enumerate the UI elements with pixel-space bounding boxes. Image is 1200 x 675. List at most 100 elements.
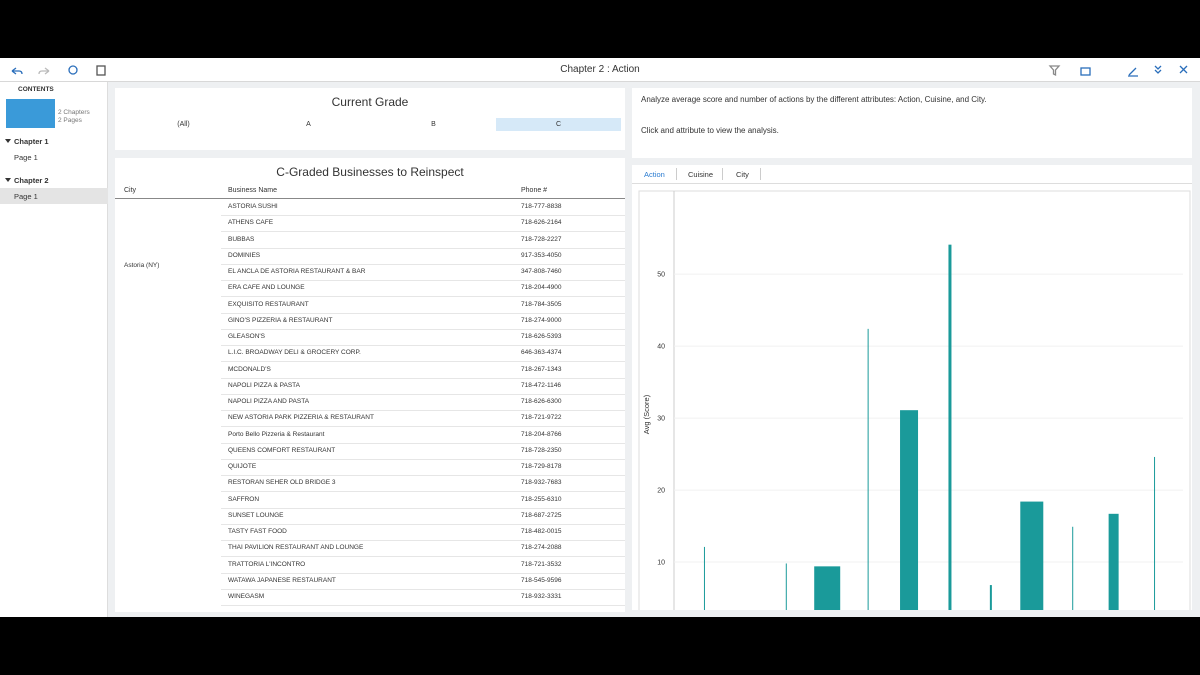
share[interactable]: [1080, 67, 1091, 76]
bar: [1020, 501, 1044, 610]
name-cell: EXQUISITO RESTAURANT: [228, 300, 309, 308]
header-rule: [115, 198, 625, 199]
name-cell: NEW ASTORIA PARK PIZZERIA & RESTAURANT: [228, 414, 374, 422]
toolbar: Chapter 2 : Action: [0, 58, 1200, 82]
name-cell: MCDONALD'S: [228, 365, 271, 373]
row-rule: [221, 556, 625, 558]
page-title: Chapter 2 : Action: [560, 64, 640, 75]
phone-cell: 718-626-2164: [521, 219, 562, 227]
phone-cell: 718-274-2088: [521, 544, 562, 552]
row-rule: [221, 491, 625, 493]
row-rule: [221, 247, 625, 249]
name-cell: NAPOLI PIZZA AND PASTA: [228, 398, 310, 405]
bar: [948, 244, 952, 610]
plot-frame: [638, 190, 1191, 610]
tab-divider: [676, 168, 677, 180]
row-rule: [221, 507, 625, 509]
name-cell: QUIJOTE: [228, 463, 257, 470]
grade-option[interactable]: (All): [177, 121, 190, 128]
name-cell: QUEENS COMFORT RESTAURANT: [228, 446, 336, 454]
row-rule: [221, 410, 625, 411]
phone-cell: 718-784-3505: [521, 300, 562, 308]
chapter-title[interactable]: Chapter 1: [14, 137, 49, 146]
tab[interactable]: Action: [644, 170, 665, 179]
tab[interactable]: Cuisine: [688, 170, 714, 179]
phone-cell: 718-728-2227: [521, 235, 562, 243]
name-cell: EL ANCLA DE ASTORIA RESTAURANT & BAR: [228, 268, 366, 275]
name-cell: TASTY FAST FOOD: [228, 528, 287, 535]
row-rule: [221, 312, 625, 314]
column-header[interactable]: City: [124, 187, 137, 194]
name-cell: RESTORAN SEHER OLD BRIDGE 3: [228, 479, 336, 487]
phone-cell: 718-482-0015: [521, 528, 562, 535]
phone-cell: 718-255-6310: [521, 495, 562, 503]
grade-filter: Current Grade (All) A B C: [115, 88, 625, 150]
filter[interactable]: [1048, 65, 1061, 77]
name-cell: Porto Bello Pizzeria & Restaurant: [228, 430, 325, 438]
summary: 2 Chapters 2 Pages: [58, 109, 90, 125]
row-rule: [221, 458, 625, 460]
edit[interactable]: [1128, 67, 1138, 77]
name-cell: GLEASON'S: [228, 333, 266, 340]
row-rule: [221, 377, 625, 379]
row-rule: [221, 588, 625, 590]
row-rule: [221, 215, 625, 216]
grade-option[interactable]: C: [496, 118, 621, 131]
name-cell: GINO'S PIZZERIA & RESTAURANT: [228, 316, 333, 324]
y-tick-label: 10: [657, 560, 665, 567]
y-tick-label: 30: [657, 416, 665, 423]
thumbnail[interactable]: [6, 99, 55, 128]
phone-cell: 718-932-3331: [521, 593, 562, 600]
redo[interactable]: [38, 67, 50, 75]
bar: [1154, 456, 1156, 610]
row-rule: [221, 426, 625, 428]
toc[interactable]: [96, 65, 106, 76]
description: Analyze average score and number of acti…: [632, 88, 1192, 158]
close[interactable]: [1179, 65, 1188, 74]
bar: [900, 410, 919, 610]
refresh[interactable]: [68, 65, 78, 75]
name-cell: WINEGASM: [228, 593, 265, 600]
grade-option[interactable]: B: [431, 121, 436, 128]
phone-cell: 718-472-1146: [521, 381, 561, 389]
bar: [814, 566, 841, 610]
table-title: C-Graded Businesses to Reinspect: [276, 165, 464, 179]
phone-cell: 718-626-5393: [521, 333, 562, 340]
phone-cell: 718-687-2725: [521, 511, 562, 519]
undo[interactable]: [11, 67, 23, 75]
name-cell: SUNSET LOUNGE: [228, 511, 284, 519]
page-item[interactable]: Page 1: [14, 192, 38, 201]
tab-rule: [632, 183, 1192, 184]
phone-cell: 347-808-7460: [521, 268, 562, 275]
row-rule: [221, 296, 625, 298]
name-cell: ERA CAFE AND LOUNGE: [228, 284, 305, 292]
phone-cell: 718-626-6300: [521, 398, 562, 405]
bar: [785, 563, 787, 610]
phone-cell: 718-204-4900: [521, 284, 562, 292]
row-rule: [221, 231, 625, 233]
table-panel: C-Graded Businesses to Reinspect City Bus…: [115, 158, 625, 612]
summary-line: 2 Chapters: [58, 109, 90, 116]
city-cell: Astoria (NY): [124, 262, 160, 269]
grade-option[interactable]: A: [306, 121, 311, 128]
name-cell: L.I.C. BROADWAY DELI & GROCERY CORP.: [228, 349, 361, 357]
row-rule: [221, 393, 625, 395]
phone-cell: 718-721-9722: [521, 414, 562, 422]
toolbar-icons: [11, 65, 1188, 77]
bar: [1072, 526, 1074, 610]
column-header[interactable]: Phone #: [521, 187, 548, 194]
phone-cell: 718-721-3532: [521, 560, 562, 568]
y-axis-label: Avg (Score): [642, 394, 651, 434]
column-header[interactable]: Business Name: [228, 187, 278, 194]
chapter-caret: [5, 139, 11, 143]
page-highlight: [0, 188, 108, 204]
row-rule: [221, 328, 625, 330]
row-rule: [221, 345, 625, 346]
tab[interactable]: City: [736, 170, 749, 179]
chapter-title[interactable]: Chapter 2: [14, 176, 49, 185]
tab-divider: [722, 168, 723, 180]
name-cell: DOMINIES: [228, 251, 261, 259]
collapse[interactable]: [1154, 65, 1162, 74]
page-item[interactable]: Page 1: [14, 153, 38, 162]
